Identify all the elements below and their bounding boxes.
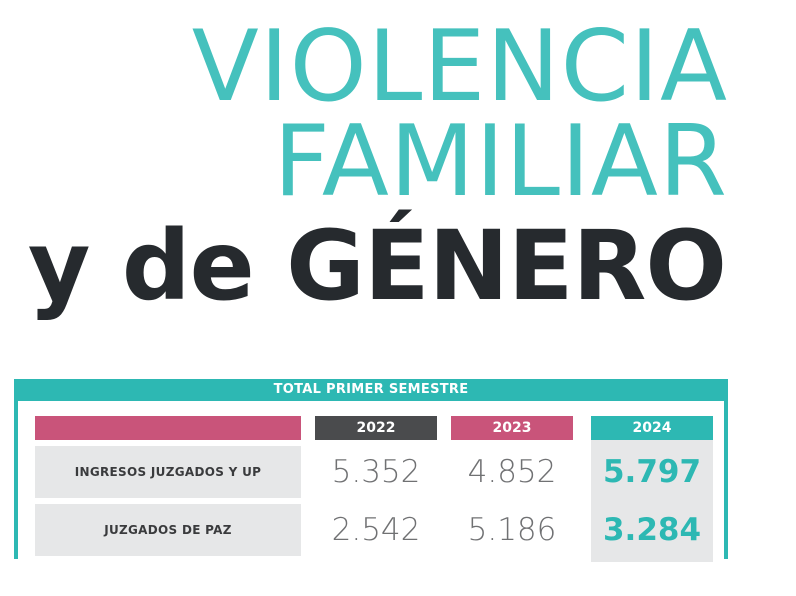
title-line-violencia: VIOLENCIA [191,10,728,124]
value-paz-2022: 2.542 [331,512,421,548]
value-paz-2024: 3.284 [602,512,702,548]
title-line-genero: y de GÉNERO [27,210,727,322]
value-ingresos-2024: 5.797 [602,454,702,490]
value-paz-2023: 5.186 [467,512,557,548]
value-ingresos-2023: 4.852 [467,454,557,490]
year-header-2023: 2023 [451,416,573,440]
label-column-header [35,416,301,440]
value-ingresos-2022: 5.352 [331,454,421,490]
row-label-ingresos: INGRESOS JUZGADOS Y UP [35,446,301,498]
year-header-2024: 2024 [591,416,713,440]
table-header: TOTAL PRIMER SEMESTRE [14,379,728,401]
title-line-familiar: FAMILIAR [273,105,728,219]
row-label-juzgados-de-paz: JUZGADOS DE PAZ [35,504,301,556]
highlight-column-2024 [591,440,713,562]
year-header-2022: 2022 [315,416,437,440]
stats-table: TOTAL PRIMER SEMESTRE 2022 2023 2024 ING… [14,379,728,562]
